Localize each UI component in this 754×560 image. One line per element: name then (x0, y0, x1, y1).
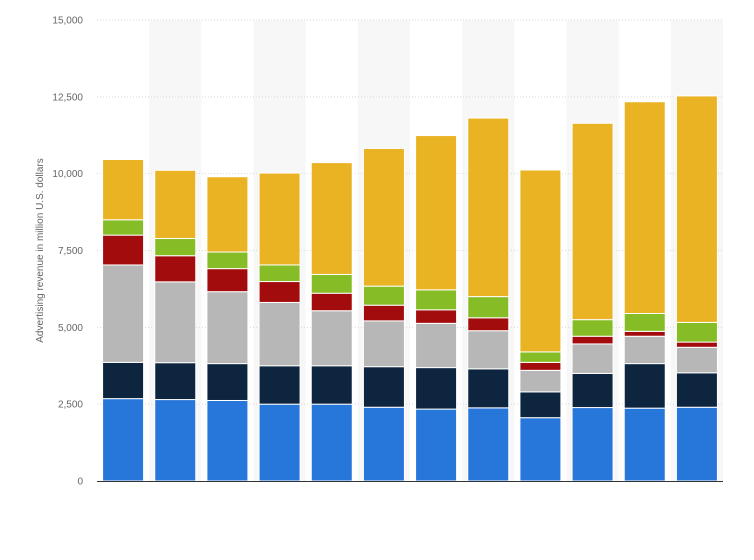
bar-segment[interactable] (102, 219, 145, 236)
bar-segment[interactable] (258, 264, 301, 283)
bar-segment[interactable] (623, 313, 666, 332)
bar-segment[interactable] (571, 122, 614, 321)
bar-segment[interactable] (206, 268, 249, 293)
y-tick-label: 0 (77, 477, 83, 488)
bar-segment[interactable] (675, 406, 718, 482)
y-tick-label: 10,000 (52, 169, 83, 180)
bar-segment[interactable] (102, 361, 145, 400)
bar-segment[interactable] (206, 176, 249, 253)
bar-segment[interactable] (623, 407, 666, 482)
bar-segment[interactable] (675, 95, 718, 323)
bar-segment[interactable] (154, 281, 197, 364)
bar-segment[interactable] (519, 361, 562, 371)
y-tick-label: 2,500 (58, 400, 83, 411)
y-tick-label: 5,000 (58, 323, 83, 334)
bar-segment[interactable] (415, 135, 458, 291)
bar-segment[interactable] (415, 367, 458, 410)
bar-segment[interactable] (310, 403, 353, 482)
bar-segment[interactable] (206, 399, 249, 482)
y-tick-label: 15,000 (52, 16, 83, 27)
bar-segment[interactable] (310, 273, 353, 294)
bar-segment[interactable] (519, 351, 562, 363)
y-tick-label: 12,500 (52, 92, 83, 103)
bar-segment[interactable] (362, 304, 405, 322)
bar-segment[interactable] (154, 238, 197, 257)
y-axis-title: Advertising revenue in million U.S. doll… (35, 158, 46, 343)
bar-segment[interactable] (467, 117, 510, 298)
bar-segment[interactable] (415, 309, 458, 324)
bar-segment[interactable] (571, 407, 614, 482)
bar-stacks (102, 95, 718, 482)
bar-segment[interactable] (102, 234, 145, 266)
bar-segment[interactable] (206, 291, 249, 365)
y-tick-labels: 0 2,500 5,000 7,500 10,000 12,500 15,000 (52, 16, 83, 488)
bar-segment[interactable] (258, 281, 301, 303)
bar-segment[interactable] (258, 172, 301, 266)
bar-segment[interactable] (467, 330, 510, 370)
bar-segment[interactable] (571, 343, 614, 374)
bar-segment[interactable] (467, 368, 510, 409)
bar-segment[interactable] (206, 363, 249, 401)
bar-segment[interactable] (675, 372, 718, 408)
bar-segment[interactable] (310, 310, 353, 367)
bar-segment[interactable] (623, 363, 666, 409)
bar-segment[interactable] (310, 365, 353, 405)
y-tick-label: 7,500 (58, 246, 83, 257)
bar-segment[interactable] (467, 317, 510, 332)
bar-segment[interactable] (415, 408, 458, 482)
bar-segment[interactable] (206, 251, 249, 270)
bar-segment[interactable] (675, 346, 718, 374)
bar-segment[interactable] (362, 406, 405, 482)
gridlines (97, 19, 723, 405)
bar-segment[interactable] (102, 159, 145, 221)
bar-segment[interactable] (519, 417, 562, 482)
bar-segment[interactable] (571, 319, 614, 337)
bar-segment[interactable] (362, 285, 405, 306)
bar-segment[interactable] (415, 289, 458, 311)
bar-segment[interactable] (467, 407, 510, 482)
bar-segment[interactable] (102, 264, 145, 363)
bar-segment[interactable] (102, 398, 145, 482)
bar-segment[interactable] (310, 162, 353, 275)
bar-segment[interactable] (675, 321, 718, 343)
bar-segment[interactable] (415, 322, 458, 369)
bar-segment[interactable] (362, 366, 405, 408)
bar-segment[interactable] (675, 341, 718, 348)
bar-segment[interactable] (623, 335, 666, 365)
bar-segment[interactable] (571, 372, 614, 409)
bar-segment[interactable] (467, 296, 510, 319)
bar-segment[interactable] (623, 330, 666, 337)
bar-segment[interactable] (258, 301, 301, 367)
bar-segment[interactable] (623, 101, 666, 315)
bar-segment[interactable] (519, 169, 562, 353)
bar-segment[interactable] (519, 369, 562, 393)
bar-segment[interactable] (519, 391, 562, 419)
bar-segment[interactable] (258, 365, 301, 405)
bar-segment[interactable] (154, 362, 197, 401)
bar-segment[interactable] (154, 255, 197, 283)
bar-segment[interactable] (571, 335, 614, 345)
bar-segment[interactable] (258, 403, 301, 482)
bar-segment[interactable] (362, 320, 405, 368)
bar-segment[interactable] (154, 399, 197, 482)
bar-segment[interactable] (362, 147, 405, 287)
bar-segment[interactable] (310, 292, 353, 312)
bar-segment[interactable] (154, 169, 197, 240)
